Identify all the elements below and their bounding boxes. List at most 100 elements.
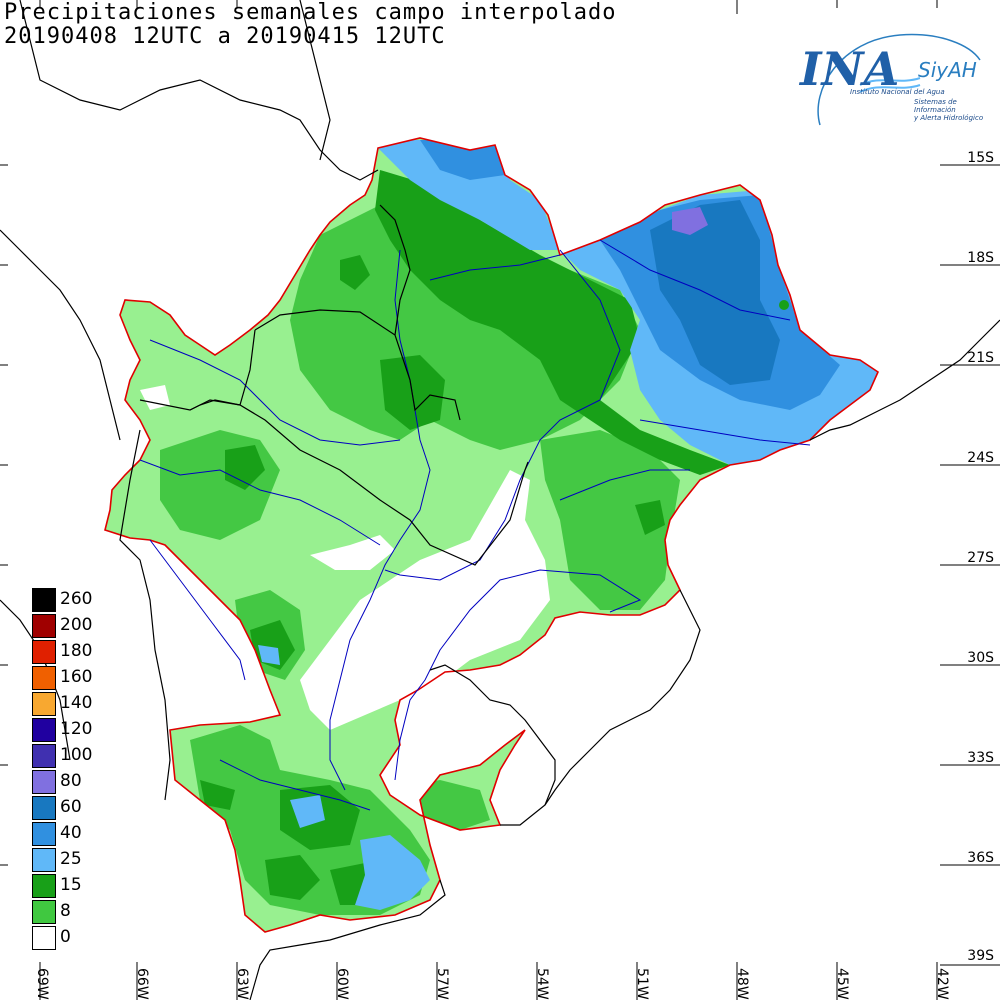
legend-label: 25 — [60, 849, 82, 869]
lat-label: 33S — [967, 750, 994, 766]
legend-item: 15 — [30, 872, 140, 898]
legend-item: 180 — [30, 638, 140, 664]
border-bolivia-paraguay — [254, 309, 461, 421]
lon-label: 63W — [234, 968, 250, 1000]
legend-label: 160 — [60, 667, 93, 687]
lat-label: 36S — [967, 850, 994, 866]
lon-label: 42W — [934, 968, 950, 1000]
legend-label: 260 — [60, 589, 93, 609]
river-salado — [149, 539, 246, 681]
legend-label: 15 — [60, 875, 82, 895]
legend-item: 120 — [30, 716, 140, 742]
zone-blue-60 — [650, 200, 780, 385]
lat-label: 18S — [967, 250, 994, 266]
legend-item: 8 — [30, 898, 140, 924]
legend-swatch — [32, 718, 56, 742]
zone-green-15 — [779, 300, 789, 310]
zone-green-15 — [340, 255, 370, 290]
river-paraguay — [329, 249, 431, 791]
zone-green-8 — [540, 430, 680, 610]
logo-tagline: Sistemas de Información y Alerta Hidroló… — [914, 98, 994, 122]
border-bolivia-brazil — [379, 204, 411, 336]
zone-green-15 — [635, 500, 665, 535]
lat-label: 30S — [967, 650, 994, 666]
lat-label: 27S — [967, 550, 994, 566]
coastline-south — [544, 589, 701, 806]
lon-label: 45W — [834, 968, 850, 1000]
river-parana — [384, 249, 621, 581]
river-tiete — [639, 419, 811, 446]
legend-swatch — [32, 822, 56, 846]
legend-swatch — [32, 666, 56, 690]
legend-item: 100 — [30, 742, 140, 768]
lon-label: 66W — [134, 968, 150, 1000]
lat-label: 21S — [967, 350, 994, 366]
legend-swatch — [32, 588, 56, 612]
logo-tagline-1: Sistemas de Información — [914, 98, 957, 114]
river-grande — [599, 239, 791, 321]
logo-institution: Instituto Nacional del Agua — [850, 88, 945, 96]
border-north-boundary — [19, 0, 379, 181]
zone-green-15 — [200, 780, 235, 810]
legend-label: 120 — [60, 719, 93, 739]
map-title: Precipitaciones semanales campo interpol… — [4, 0, 617, 25]
river-southern — [219, 759, 371, 811]
legend-label: 140 — [60, 693, 93, 713]
river-bermejo — [139, 459, 381, 546]
coastline-lower — [249, 879, 446, 1000]
zone-zero — [300, 470, 550, 730]
legend-label: 100 — [60, 745, 93, 765]
logo-swoosh-icon — [817, 33, 981, 126]
zone-blue-25 — [258, 645, 280, 665]
legend-label: 0 — [60, 927, 71, 947]
legend-label: 200 — [60, 615, 93, 635]
zone-blue-25 — [290, 795, 325, 828]
zone-green-15 — [265, 855, 320, 900]
zone-blue-25 — [355, 835, 430, 910]
rivers — [139, 239, 811, 811]
lon-label: 51W — [634, 968, 650, 1000]
legend-swatch — [32, 874, 56, 898]
zone-blue-40 — [420, 140, 505, 180]
zone-green-8 — [290, 200, 640, 450]
lon-label: 69W — [34, 968, 50, 1000]
legend-label: 8 — [60, 901, 71, 921]
logo-tagline-2: y Alerta Hidrológico — [914, 114, 984, 122]
peru-bolivia-border — [0, 229, 121, 441]
river-iguazu — [559, 469, 690, 501]
border-bolivia-argentina — [139, 399, 241, 411]
lon-label: 57W — [434, 968, 450, 1000]
river-pilcomayo — [149, 339, 401, 446]
legend-swatch — [32, 744, 56, 768]
zone-green-15 — [225, 445, 265, 490]
legend-item: 60 — [30, 794, 140, 820]
logo-ina-text: INA — [800, 42, 900, 96]
coastline-brazil — [809, 319, 1000, 441]
legend-item: 0 — [30, 924, 140, 950]
map-date-range: 20190408 12UTC a 20190415 12UTC — [4, 24, 446, 49]
border-bolivia-west — [239, 329, 256, 406]
zone-purple-80 — [672, 207, 708, 235]
legend-item: 25 — [30, 846, 140, 872]
legend-swatch — [32, 900, 56, 924]
lon-label: 60W — [334, 968, 350, 1000]
border-chile-argentina — [119, 429, 171, 801]
basin-outline — [104, 137, 880, 933]
legend-label: 40 — [60, 823, 82, 843]
legend-item: 40 — [30, 820, 140, 846]
zone-zero — [310, 535, 395, 570]
legend-item: 160 — [30, 664, 140, 690]
legend-swatch — [32, 770, 56, 794]
legend-swatch — [32, 926, 56, 950]
legend-item: 200 — [30, 612, 140, 638]
lat-label: 15S — [967, 150, 994, 166]
legend-swatch — [32, 614, 56, 638]
legend-label: 80 — [60, 771, 82, 791]
legend-swatch — [32, 640, 56, 664]
lon-label: 48W — [734, 968, 750, 1000]
lat-label: 39S — [967, 948, 994, 964]
